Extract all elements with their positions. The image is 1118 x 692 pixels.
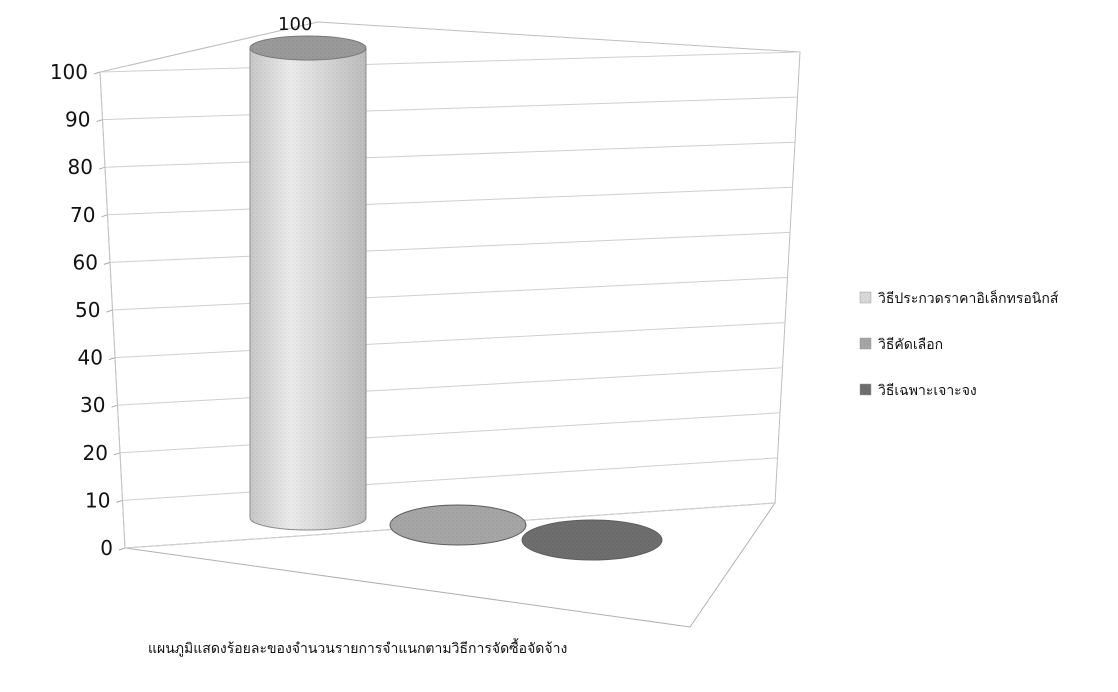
plot-area: 0 10 20 30 40 50 60 70 80 90 100 100 xyxy=(50,14,801,628)
legend-item: วิธีประกวดราคาอิเล็กทรอนิกส์ xyxy=(859,289,1059,307)
grid-line xyxy=(102,96,798,121)
y-tick-mark xyxy=(111,404,118,408)
legend-label: วิธีประกวดราคาอิเล็กทรอนิกส์ xyxy=(878,289,1059,307)
bar-disc-texture xyxy=(522,520,662,560)
grid-line xyxy=(109,231,791,263)
legend-label: วิธีเฉพาะเจาะจง xyxy=(878,383,977,399)
y-tick-label: 60 xyxy=(73,250,98,274)
bar-disc-texture xyxy=(390,505,526,545)
y-tick-label: 70 xyxy=(70,203,95,227)
y-tick-mark xyxy=(98,166,106,170)
legend-item: วิธีเฉพาะเจาะจง xyxy=(859,383,977,399)
y-tick-label: 10 xyxy=(85,488,110,512)
bar xyxy=(521,519,663,561)
grid-line xyxy=(117,367,783,406)
grid-line xyxy=(99,51,801,73)
y-axis-tick-labels: 0 10 20 30 40 50 60 70 80 90 100 xyxy=(50,60,113,560)
grid-line xyxy=(104,141,796,168)
y-tick-mark xyxy=(108,357,116,361)
grid-line xyxy=(122,457,778,501)
bar-texture xyxy=(250,48,366,530)
legend-item: วิธีคัดเลือก xyxy=(859,337,943,353)
grid-lines xyxy=(93,51,801,551)
data-labels: 100 xyxy=(278,14,312,35)
grid-line xyxy=(112,277,788,311)
y-tick-label: 100 xyxy=(50,60,88,84)
legend-swatch-texture xyxy=(860,338,871,349)
chart-caption: แผนภูมิแสดงร้อยละของจำนวนรายการจำแนกตามว… xyxy=(148,638,567,657)
y-tick-label: 90 xyxy=(65,108,90,132)
grid-line xyxy=(119,412,781,454)
legend-label: วิธีคัดเลือก xyxy=(878,337,943,353)
y-tick-mark xyxy=(93,71,101,75)
data-label: 100 xyxy=(278,14,312,35)
y-tick-mark xyxy=(118,547,126,551)
legend-swatch-texture xyxy=(860,292,871,303)
grid-line xyxy=(114,322,786,359)
bars xyxy=(249,35,663,561)
bar-top-texture xyxy=(250,36,366,60)
y-tick-label: 20 xyxy=(83,441,108,465)
y-tick-label: 80 xyxy=(68,155,93,179)
y-tick-mark xyxy=(103,261,111,265)
y-tick-label: 0 xyxy=(100,536,113,560)
grid-line xyxy=(107,186,793,216)
bar xyxy=(389,504,527,546)
y-tick-label: 50 xyxy=(75,298,100,322)
y-tick-mark xyxy=(96,119,103,123)
y-tick-mark xyxy=(101,214,108,218)
y-tick-label: 40 xyxy=(78,346,103,370)
legend-swatch-texture xyxy=(860,384,871,395)
y-tick-mark xyxy=(113,452,121,456)
y-tick-mark xyxy=(106,309,113,313)
legend: วิธีประกวดราคาอิเล็กทรอนิกส์วิธีคัดเลือก… xyxy=(859,289,1059,399)
y-tick-mark xyxy=(116,499,123,503)
y-tick-label: 30 xyxy=(80,393,105,417)
bar xyxy=(249,35,367,531)
